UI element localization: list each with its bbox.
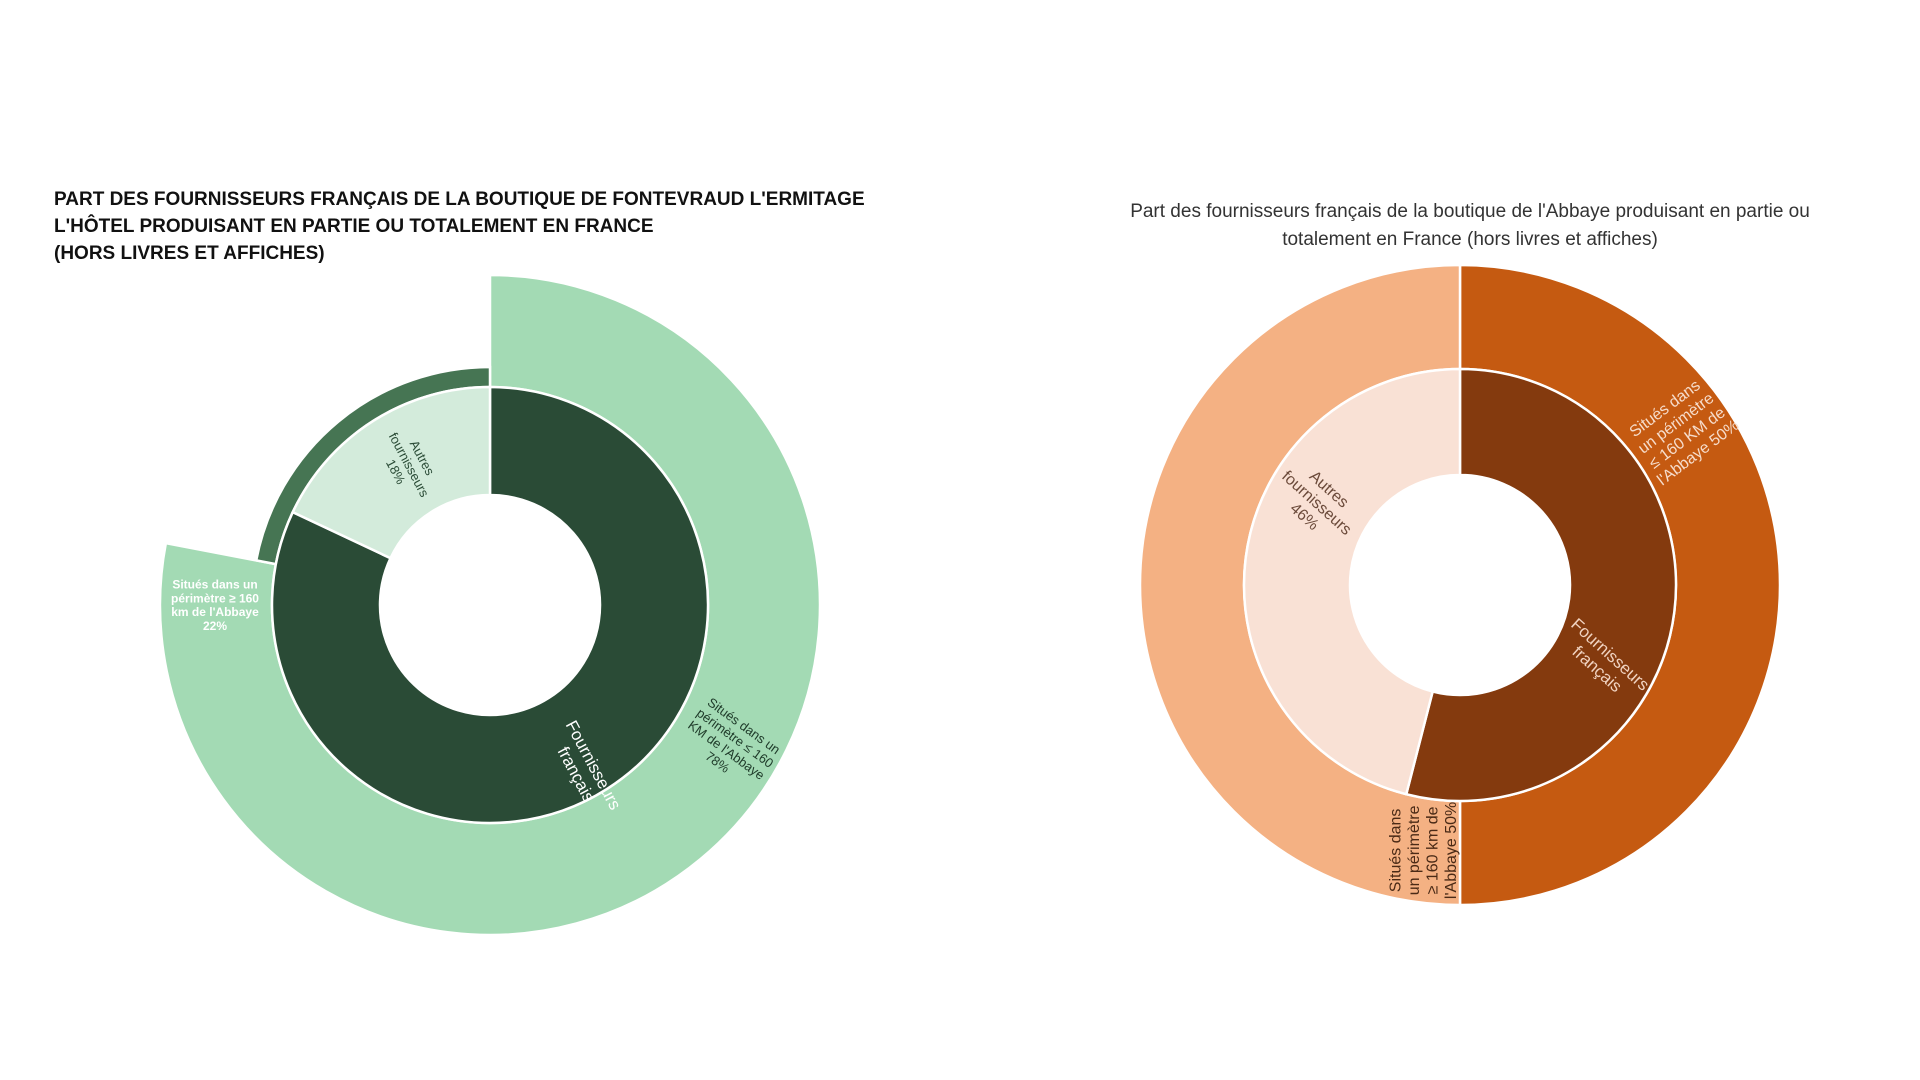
chart-1-title-line: (HORS LIVRES ET AFFICHES) [54,243,325,264]
chart-2-title-line: totalement en France (hors livres et aff… [1282,229,1658,250]
chart-2-title-line: Part des fournisseurs français de la bou… [1130,201,1810,222]
chart-1-inner-segment [270,385,710,825]
chart-2-group: Situés dansun périmètre≤ 160 KM del'Abba… [1138,263,1782,907]
chart-1-title-line: PART DES FOURNISSEURS FRANÇAIS DE LA BOU… [54,189,865,210]
chart-1-inner-segment [291,385,492,560]
chart-1-title-line: L'HÔTEL PRODUISANT EN PARTIE OU TOTALEME… [54,216,654,237]
chart-2-inner-segment [1404,367,1678,803]
chart-2-outer-label: Situés dansun périmètre≥ 160 km del'Abba… [1388,802,1460,899]
chart-2-inner-segment [1242,367,1462,796]
chart-1-outer-label: Situés dans un périmètre ≥ 160 km de l'Abb… [171,578,259,633]
chart-2-outer-label: Situés dansun périmètre≤ 160 KM del'Abba… [1621,373,1742,489]
chart-1-title: PART DES FOURNISSEURS FRANÇAIS DE LA BOU… [54,186,954,267]
chart-2-title: Part des fournisseurs français de la bou… [1040,198,1900,254]
chart-1-group: Situés dans unpérimètre ≤ 160KM de l'Abb… [158,273,822,937]
